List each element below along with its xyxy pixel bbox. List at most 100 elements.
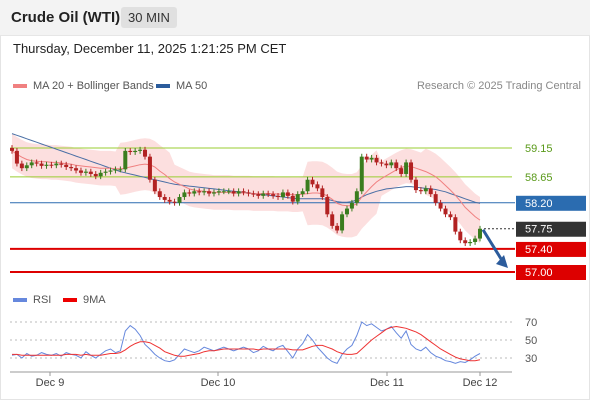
- candle-body: [14, 150, 19, 164]
- candle-body: [315, 184, 320, 189]
- candle-body: [98, 172, 103, 177]
- candle-body: [49, 164, 54, 166]
- instrument-title: Crude Oil (WTI): [11, 9, 121, 26]
- candle-body: [458, 231, 463, 241]
- ma50-label: MA 50: [176, 80, 208, 92]
- candle-body: [182, 192, 187, 198]
- candle-body: [448, 214, 453, 218]
- legend-ma20: MA 20 + Bollinger Bands: [13, 80, 154, 92]
- candle-body: [187, 192, 192, 194]
- header-bar: Crude Oil (WTI) 30 MIN: [0, 0, 590, 36]
- ma20-line: [11, 150, 481, 221]
- candle-body: [157, 191, 162, 198]
- rsi-series-9MA: [12, 325, 481, 362]
- candle-body: [369, 157, 374, 160]
- level-box-57.40: [516, 241, 586, 257]
- candle-body: [295, 194, 300, 202]
- candle-body: [133, 150, 138, 153]
- candle-body: [24, 165, 29, 169]
- rsi-swatch: [13, 298, 27, 302]
- candle-body: [310, 179, 315, 185]
- candle-body: [285, 192, 290, 196]
- candle-body: [246, 192, 251, 194]
- timeframe-badge[interactable]: 30 MIN: [121, 7, 177, 28]
- candle-body: [147, 156, 152, 180]
- candle-body: [290, 195, 295, 202]
- candle-body: [39, 163, 44, 166]
- candle-body: [226, 191, 231, 193]
- ma20-label: MA 20 + Bollinger Bands: [33, 80, 154, 92]
- candle-body: [364, 156, 369, 160]
- candle-body: [44, 164, 49, 166]
- credit: Research © 2025 Trading Central: [416, 80, 581, 92]
- candle-body: [10, 148, 14, 151]
- x-label-Dec-10: Dec 10: [201, 377, 236, 389]
- candle-body: [108, 170, 113, 172]
- candle-body: [404, 162, 409, 174]
- candle-body: [413, 179, 418, 191]
- candle-body: [261, 193, 266, 196]
- candle-body: [236, 191, 241, 194]
- candle-body: [266, 193, 271, 195]
- rsi-ma-swatch: [63, 298, 77, 302]
- level-box-58.20: [516, 195, 586, 211]
- candle-body: [394, 162, 399, 169]
- candle-body: [423, 188, 428, 192]
- candle-body: [276, 195, 281, 198]
- ma50-swatch: [156, 84, 170, 88]
- candle-body: [271, 194, 276, 196]
- candle-body: [83, 171, 88, 173]
- candle-body: [473, 238, 478, 243]
- candle-body: [468, 242, 473, 244]
- candle-body: [478, 228, 482, 239]
- candle-body: [433, 194, 438, 203]
- candle-body: [305, 179, 310, 192]
- candle-body: [256, 194, 261, 196]
- rsi-ma-label: 9MA: [83, 294, 106, 306]
- candle-body: [325, 197, 330, 215]
- candle-body: [93, 173, 98, 177]
- candle-body: [74, 168, 79, 171]
- level-box-57.00: [516, 265, 586, 280]
- candle-body: [192, 191, 197, 194]
- level-label-57.40: 57.40: [525, 244, 553, 256]
- candle-body: [69, 167, 74, 169]
- level-label-58.20: 58.20: [525, 198, 553, 210]
- candle-body: [340, 214, 345, 231]
- candle-body: [344, 208, 349, 215]
- rsi-tick-70: 70: [525, 317, 537, 329]
- candle-body: [374, 157, 379, 163]
- timestamp: Thursday, December 11, 2025 1:21:25 PM C…: [13, 41, 287, 56]
- rsi-label: RSI: [33, 294, 52, 306]
- candle-body: [300, 191, 305, 195]
- candle-body: [389, 162, 394, 166]
- last-price-box: [516, 221, 586, 237]
- candle-body: [202, 191, 207, 193]
- candle-body: [335, 225, 340, 231]
- candle-body: [241, 191, 246, 193]
- candle-body: [320, 188, 325, 198]
- candle-body: [280, 192, 285, 198]
- candle-body: [59, 163, 64, 165]
- candle-body: [399, 168, 404, 174]
- candle-body: [19, 163, 24, 169]
- candle-body: [162, 197, 167, 200]
- candle-body: [463, 240, 468, 244]
- candle-body: [54, 163, 59, 166]
- level-label-59.15: 59.15: [525, 143, 553, 155]
- candle-body: [453, 217, 458, 232]
- rsi-tick-30: 30: [525, 353, 537, 365]
- candle-body: [197, 191, 202, 193]
- rsi-series-RSI: [11, 321, 481, 365]
- x-label-Dec-11: Dec 11: [370, 377, 404, 389]
- candle-body: [349, 202, 354, 209]
- candle-body: [118, 169, 123, 171]
- candle-body: [251, 193, 256, 195]
- candle-body: [34, 162, 39, 164]
- candle-body: [207, 191, 212, 194]
- forecast-arrow-head: [496, 255, 508, 268]
- candle-body: [359, 156, 364, 192]
- level-label-58.65: 58.65: [525, 172, 553, 184]
- candle-body: [221, 191, 226, 193]
